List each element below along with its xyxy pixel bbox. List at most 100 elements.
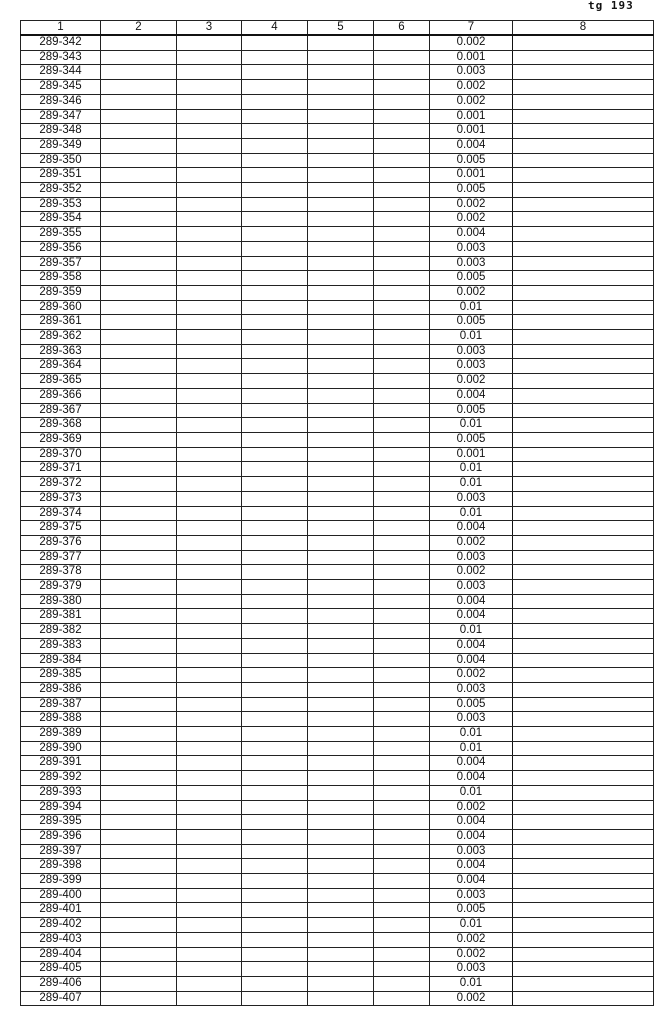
- value-cell: 0.01: [429, 461, 513, 478]
- table-row: 289-387 0.005: [20, 696, 654, 713]
- empty-cell: [373, 579, 430, 595]
- empty-cell: [176, 226, 242, 242]
- empty-cell: [241, 49, 308, 66]
- table-row: 289-391 0.004: [20, 755, 654, 772]
- empty-cell: [100, 931, 177, 948]
- empty-cell: [100, 476, 177, 492]
- column-header: 6: [373, 20, 430, 36]
- table-row: 289-345 0.002: [20, 79, 654, 95]
- empty-cell: [373, 79, 430, 95]
- empty-cell: [307, 446, 374, 463]
- empty-cell: [100, 696, 177, 713]
- value-cell: 0.002: [429, 534, 513, 551]
- empty-cell: [307, 946, 374, 963]
- sample-id-cell: 289-403: [20, 931, 101, 948]
- table-row: 289-399 0.004: [20, 873, 654, 889]
- sample-id-cell: 289-357: [20, 255, 101, 272]
- empty-cell: [176, 534, 242, 551]
- empty-cell: [176, 182, 242, 198]
- empty-cell: [512, 520, 654, 536]
- empty-cell: [307, 814, 374, 830]
- empty-cell: [100, 255, 177, 272]
- table-row: 289-382 0.01: [20, 623, 654, 639]
- empty-cell: [307, 711, 374, 728]
- empty-cell: [176, 211, 242, 228]
- empty-cell: [176, 917, 242, 933]
- empty-cell: [241, 152, 308, 169]
- data-table: 1 2 3 4 5 6 7 8 289-342 0.002 289-343 0.001…: [20, 20, 654, 1007]
- empty-cell: [100, 505, 177, 522]
- empty-cell: [307, 387, 374, 404]
- empty-cell: [307, 770, 374, 786]
- empty-cell: [373, 373, 430, 389]
- empty-cell: [100, 784, 177, 801]
- value-cell: 0.002: [429, 284, 513, 301]
- value-cell: 0.003: [429, 681, 513, 698]
- empty-cell: [307, 564, 374, 581]
- empty-cell: [100, 137, 177, 154]
- sample-id-cell: 289-368: [20, 417, 101, 433]
- empty-cell: [176, 329, 242, 345]
- sample-id-cell: 289-376: [20, 534, 101, 551]
- empty-cell: [176, 858, 242, 875]
- column-header: 1: [20, 20, 101, 36]
- empty-cell: [512, 79, 654, 95]
- sample-id-cell: 289-379: [20, 579, 101, 595]
- table-row: 289-354 0.002: [20, 211, 654, 228]
- value-cell: 0.01: [429, 476, 513, 492]
- empty-cell: [512, 182, 654, 198]
- sample-id-cell: 289-384: [20, 652, 101, 669]
- sample-id-cell: 289-370: [20, 446, 101, 463]
- value-cell: 0.003: [429, 240, 513, 257]
- empty-cell: [100, 358, 177, 375]
- value-cell: 0.002: [429, 931, 513, 948]
- empty-cell: [373, 152, 430, 169]
- empty-cell: [100, 549, 177, 566]
- sample-id-cell: 289-344: [20, 64, 101, 81]
- empty-cell: [100, 902, 177, 919]
- empty-cell: [373, 608, 430, 625]
- empty-cell: [307, 696, 374, 713]
- empty-cell: [307, 637, 374, 654]
- table-row: 289-379 0.003: [20, 579, 654, 595]
- empty-cell: [307, 608, 374, 625]
- empty-cell: [241, 784, 308, 801]
- empty-cell: [241, 873, 308, 889]
- empty-cell: [307, 828, 374, 845]
- empty-cell: [241, 726, 308, 742]
- value-cell: 0.005: [429, 696, 513, 713]
- empty-cell: [241, 814, 308, 830]
- table-row: 289-384 0.004: [20, 652, 654, 669]
- empty-cell: [307, 976, 374, 992]
- value-cell: 0.001: [429, 49, 513, 66]
- empty-cell: [373, 387, 430, 404]
- value-cell: 0.005: [429, 431, 513, 448]
- table-row: 289-370 0.001: [20, 446, 654, 463]
- value-cell: 0.005: [429, 314, 513, 331]
- empty-cell: [176, 123, 242, 139]
- sample-id-cell: 289-407: [20, 990, 101, 1007]
- empty-cell: [241, 329, 308, 345]
- empty-cell: [241, 402, 308, 419]
- empty-cell: [373, 490, 430, 507]
- table-row: 289-343 0.001: [20, 49, 654, 66]
- empty-cell: [241, 564, 308, 581]
- empty-cell: [373, 770, 430, 786]
- empty-cell: [241, 887, 308, 904]
- empty-cell: [100, 270, 177, 286]
- empty-cell: [241, 637, 308, 654]
- table-row: 289-397 0.003: [20, 843, 654, 860]
- value-cell: 0.002: [429, 373, 513, 389]
- table-row: 289-351 0.001: [20, 167, 654, 184]
- empty-cell: [100, 373, 177, 389]
- empty-cell: [373, 93, 430, 110]
- value-cell: 0.005: [429, 182, 513, 198]
- sample-id-cell: 289-352: [20, 182, 101, 198]
- empty-cell: [373, 755, 430, 772]
- empty-cell: [241, 549, 308, 566]
- value-cell: 0.005: [429, 902, 513, 919]
- value-cell: 0.004: [429, 387, 513, 404]
- sample-id-cell: 289-388: [20, 711, 101, 728]
- empty-cell: [100, 34, 177, 51]
- empty-cell: [176, 623, 242, 639]
